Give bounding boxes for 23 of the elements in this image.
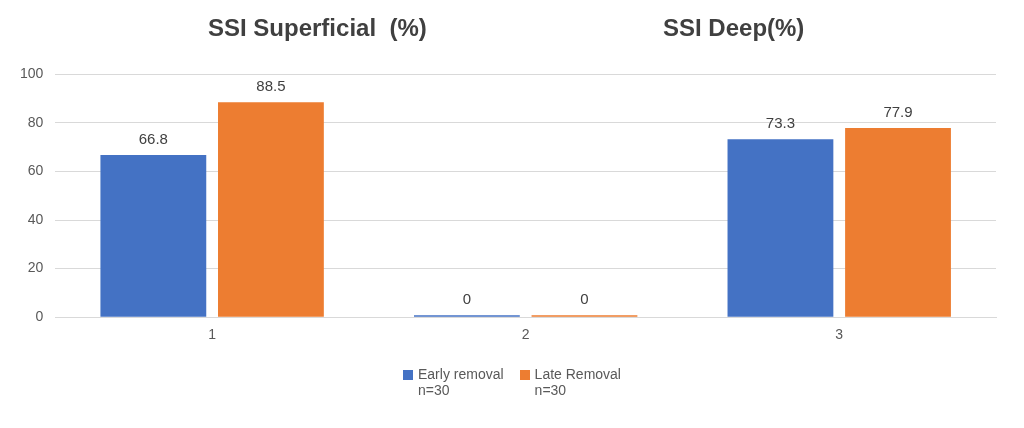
y-tick-label: 40 — [27, 210, 44, 227]
chart-title: SSI Superficial (%) — [208, 14, 427, 42]
legend-label: Early removal n=30 — [418, 366, 504, 398]
x-tick-label: 3 — [835, 326, 844, 343]
data-label: 66.8 — [138, 129, 168, 147]
legend-label: Late Removal n=30 — [534, 366, 621, 398]
x-tick-label: 2 — [521, 326, 530, 343]
y-tick-label: 20 — [27, 259, 44, 276]
text: SSI Deep(%) — [663, 14, 805, 42]
bar — [727, 139, 834, 317]
bar — [218, 102, 324, 317]
y-tick-label: 0 — [35, 308, 44, 325]
x-tick-label: 1 — [208, 326, 217, 343]
bar — [845, 128, 951, 317]
data-label: 77.9 — [883, 102, 913, 120]
data-label: 88.5 — [256, 76, 286, 94]
data-label: 73.3 — [765, 113, 796, 131]
y-tick-label: 80 — [27, 113, 44, 130]
data-label: 0 — [580, 289, 589, 307]
bar — [100, 155, 207, 317]
y-tick-label: 100 — [20, 65, 44, 82]
data-label: 0 — [462, 289, 472, 307]
y-tick-label: 60 — [27, 162, 44, 179]
